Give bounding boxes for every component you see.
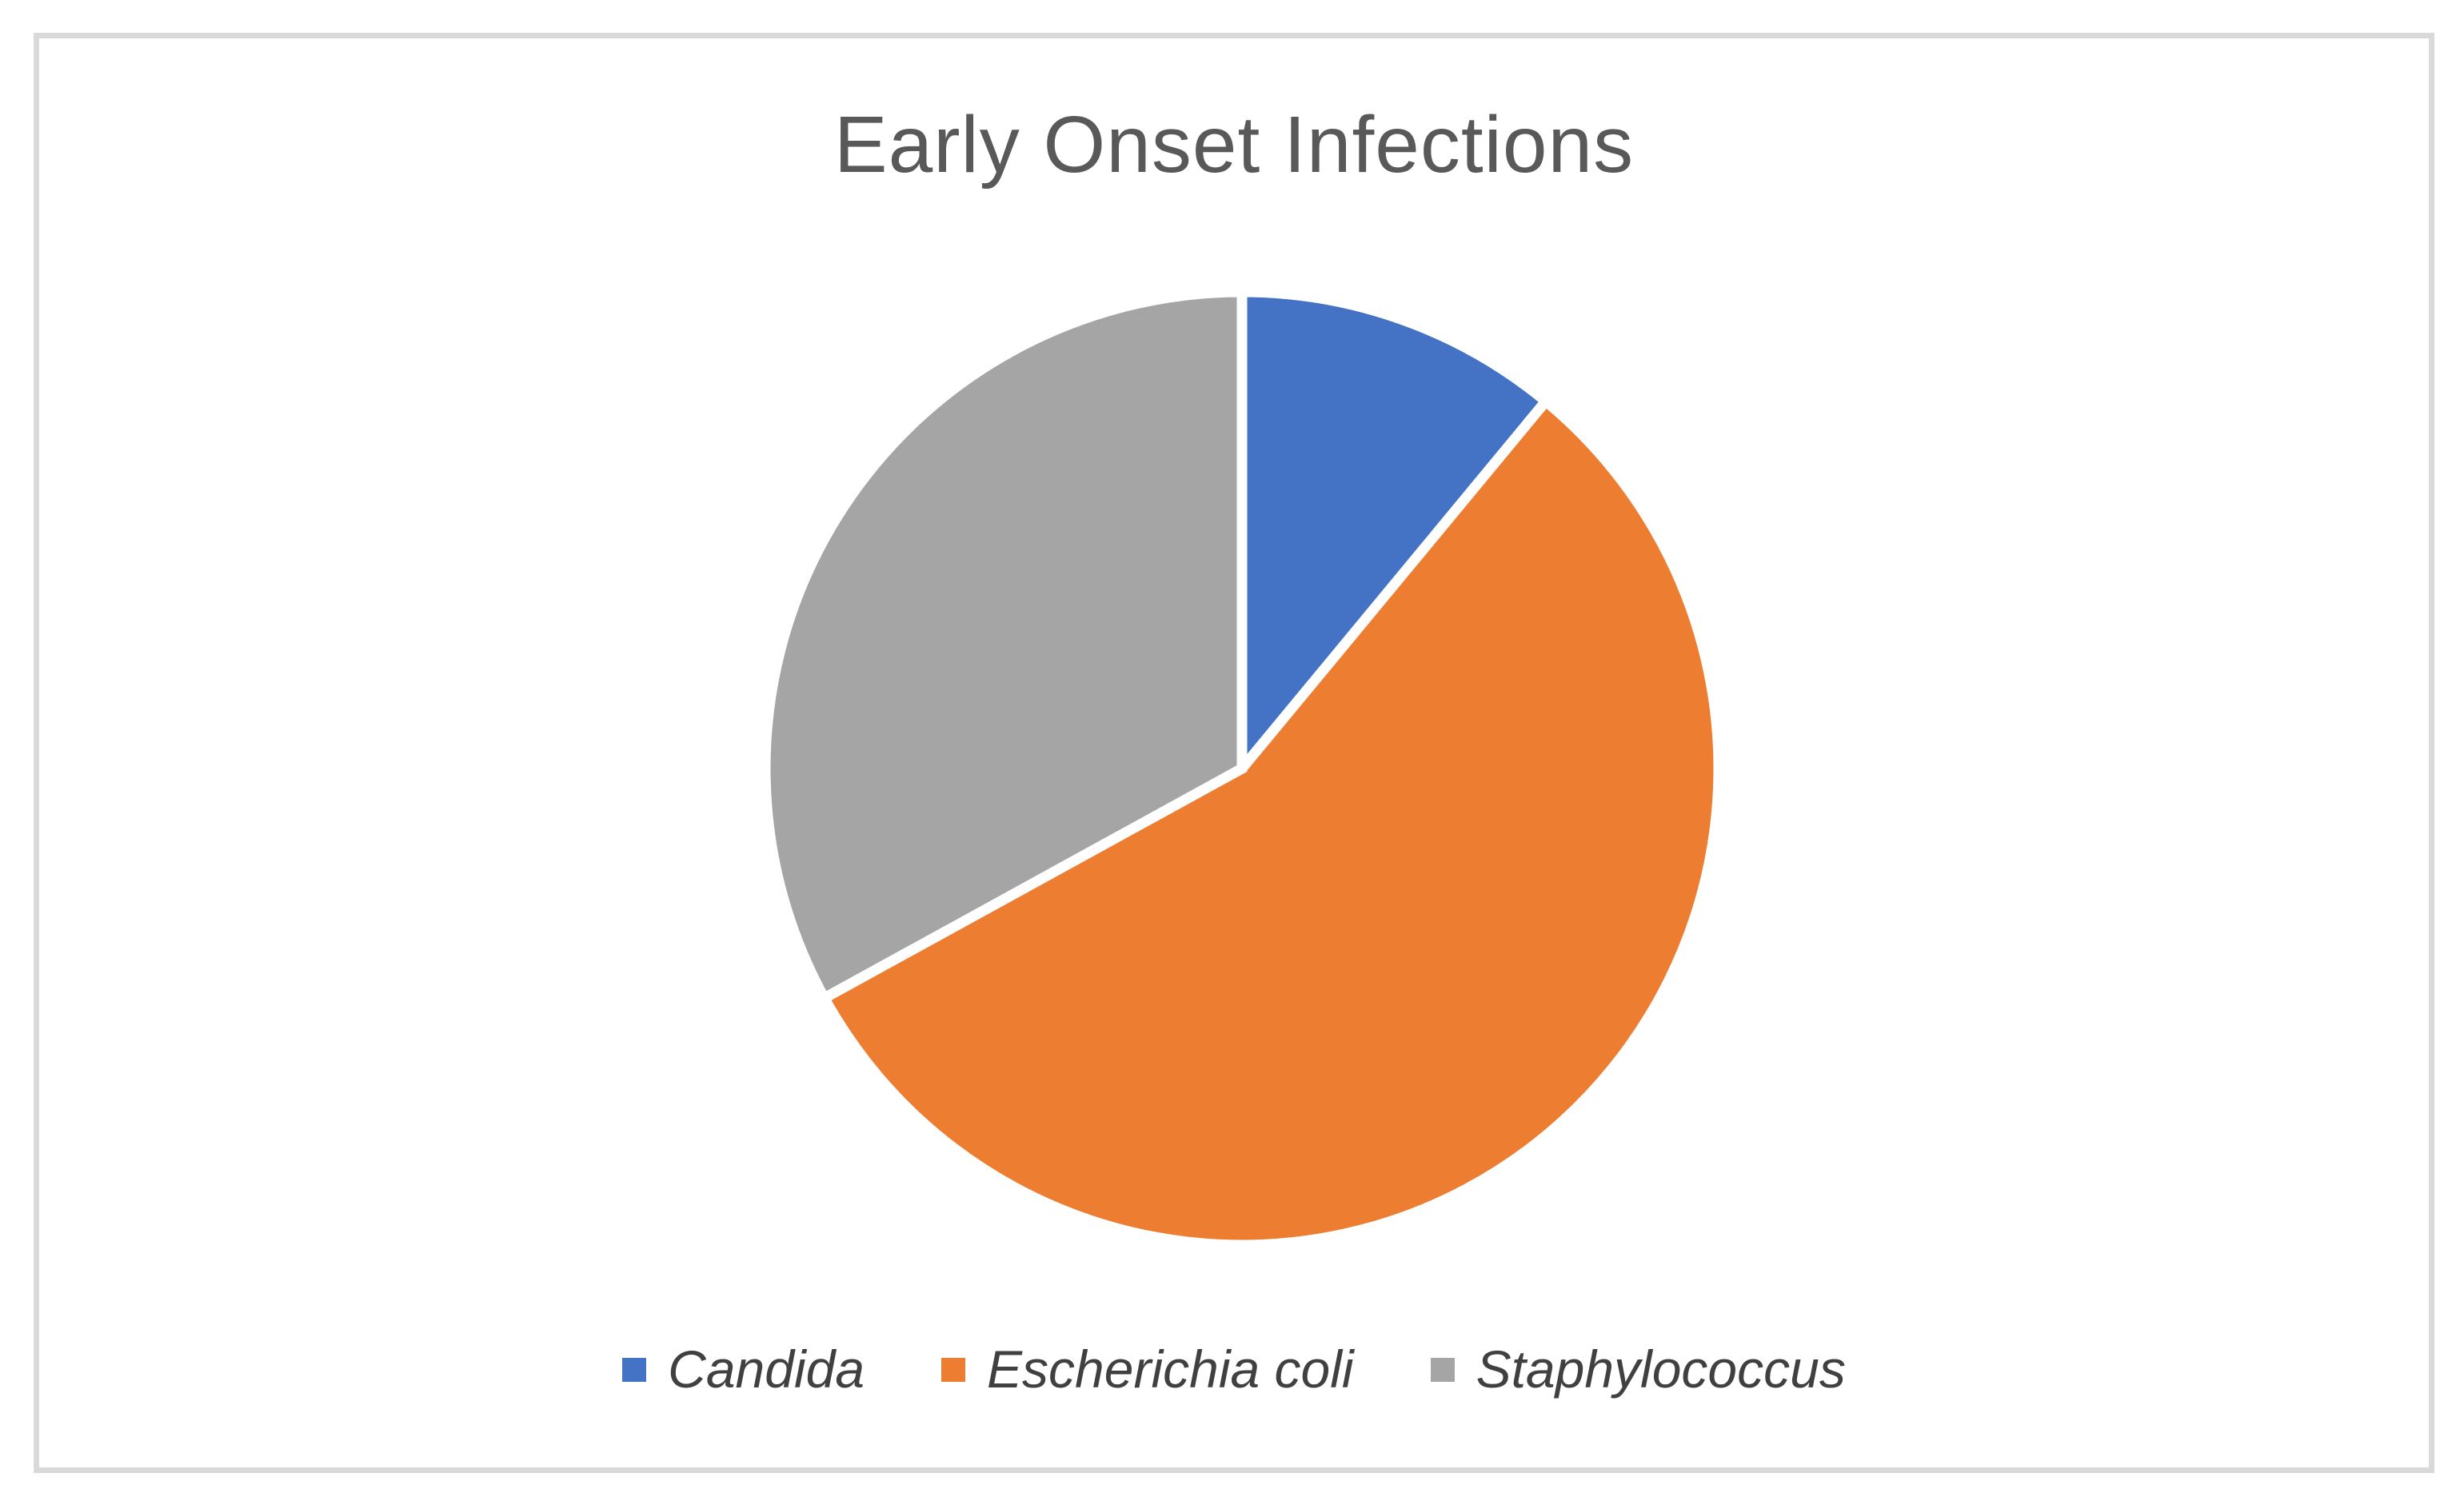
pie-slice-escherichia-coli[interactable] bbox=[817, 393, 1724, 1251]
chart-title: Early Onset Infections bbox=[833, 100, 1635, 190]
legend-item-staphylococcus[interactable]: Staphylococcus bbox=[1430, 1338, 1846, 1401]
pie-slices-group bbox=[760, 286, 1724, 1251]
pie-slice-candida[interactable] bbox=[1236, 286, 1554, 784]
pie-slice-staphylococcus[interactable] bbox=[760, 286, 1248, 1005]
legend-label-escherichia-coli: Escherichia coli bbox=[987, 1339, 1354, 1399]
chart-area: Early Onset Infections Candida Escherich… bbox=[34, 33, 2434, 1473]
chart-legend: Candida Escherichia coli Staphylococcus bbox=[39, 1338, 2429, 1401]
legend-swatch-candida-icon bbox=[622, 1357, 647, 1382]
legend-swatch-staphylococcus-icon bbox=[1430, 1357, 1455, 1382]
legend-label-candida: Candida bbox=[668, 1339, 865, 1399]
legend-label-staphylococcus: Staphylococcus bbox=[1476, 1339, 1846, 1399]
pie-chart bbox=[760, 286, 1724, 1251]
legend-item-escherichia-coli[interactable]: Escherichia coli bbox=[941, 1338, 1354, 1401]
legend-swatch-escherichia-coli-icon bbox=[941, 1357, 966, 1382]
legend-item-candida[interactable]: Candida bbox=[622, 1338, 865, 1401]
